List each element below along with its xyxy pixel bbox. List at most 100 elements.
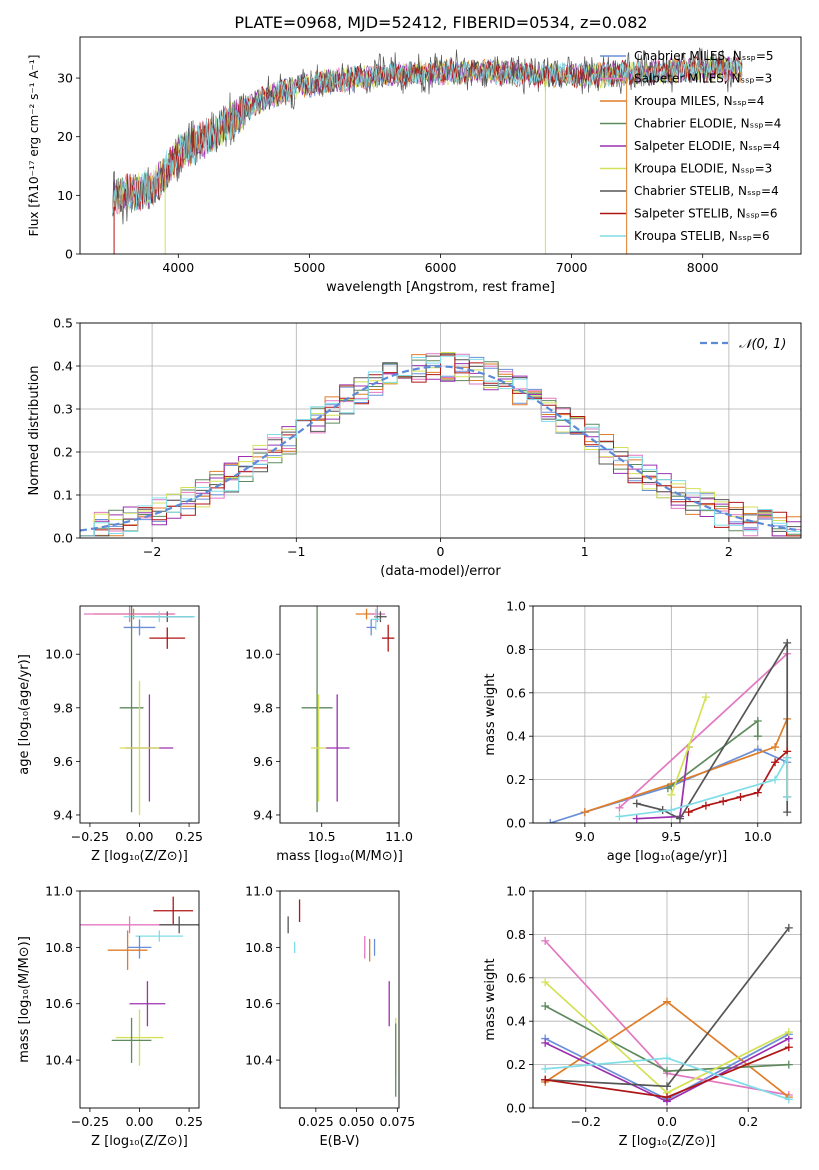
age_vs_Z-plot xyxy=(83,606,196,815)
residuals-legend-label: 𝒩(0, 1) xyxy=(739,337,786,352)
massweight_vs_Z-ylabel: mass weight xyxy=(483,958,498,1040)
residuals-ytick-label-3: 0.3 xyxy=(53,402,73,417)
massweight_vs_age-xlabel: age [log₁₀(age/yr)] xyxy=(607,849,728,864)
age_vs_mass-ytick-label-1: 9.6 xyxy=(253,754,273,769)
mass_vs_Z-xtick-label-1: 0.00 xyxy=(126,1114,154,1129)
mass_vs_EBV-ytick-label-3: 11.0 xyxy=(245,884,273,899)
residuals-normal-curve xyxy=(80,365,801,532)
age_vs_mass-ytick-label-0: 9.4 xyxy=(253,807,273,822)
massweight_vs_Z-marker-6-2 xyxy=(784,923,793,932)
mass_vs_Z-ytick-label-3: 11.0 xyxy=(45,884,73,899)
spectrum-ytick-label-3: 30 xyxy=(57,71,73,86)
massweight_vs_Z-marker-5-2 xyxy=(784,1028,793,1037)
massweight_vs_age-plot xyxy=(546,638,792,823)
massweight_vs_age-marker-5-2 xyxy=(701,693,710,702)
mass_vs_Z-xlabel: Z [log₁₀(Z/Z⊙)] xyxy=(91,1134,188,1149)
spectrum-axes: Chabrier MILES, Nₛₛₚ=5 Salpeter MILES, Nₛ… xyxy=(27,36,802,295)
residuals-xlabel: (data-model)/error xyxy=(380,564,501,579)
massweight_vs_Z-xtick-label-1: 0.0 xyxy=(657,1114,677,1129)
massweight_vs_Z-marker-6-1 xyxy=(663,1082,671,1091)
massweight_vs_age-marker-8-3 xyxy=(783,753,792,762)
massweight_vs_age-marker-8-1 xyxy=(667,805,676,814)
mass_vs_Z-ytick-label-2: 10.8 xyxy=(45,940,73,955)
spectrum-ylabel: Flux [fλ10⁻¹⁷ erg cm⁻² s⁻¹ A⁻¹] xyxy=(27,55,41,237)
mass_vs_EBV-plot xyxy=(287,899,397,1097)
massweight_vs_Z-marker-8-1 xyxy=(663,1054,671,1063)
massweight_vs_Z-marker-7-1 xyxy=(663,1093,671,1102)
massweight_vs_Z-marker-1-0 xyxy=(541,936,550,945)
age_vs_Z-ylabel: age [log₁₀(age/yr)] xyxy=(17,654,32,775)
massweight_vs_age-marker-2-2 xyxy=(771,743,780,752)
massweight_vs_Z-xlabel: Z [log₁₀(Z/Z⊙)] xyxy=(619,1134,716,1149)
age_vs_mass-xtick-label-1: 11.0 xyxy=(385,829,413,844)
massweight_vs_age-marker-6-3 xyxy=(783,638,792,647)
spectrum-series-8 xyxy=(112,56,743,213)
figure-title: PLATE=0968, MJD=52412, FIBERID=0534, z=0… xyxy=(234,13,647,32)
mass_vs_EBV-ytick-label-2: 10.8 xyxy=(245,940,273,955)
mass_vs_Z-xtick-label-2: 0.25 xyxy=(175,1114,203,1129)
massweight_vs_age-marker-7-1 xyxy=(701,801,710,810)
massweight_vs_age-marker-0-3 xyxy=(753,745,762,754)
spectrum-legend-label-6: Chabrier STELIB, Nₛₛₚ=4 xyxy=(634,184,779,198)
massweight_vs_age-marker-5-0 xyxy=(667,790,676,799)
spectrum-legend-label-4: Salpeter ELODIE, Nₛₛₚ=4 xyxy=(634,139,780,153)
massweight_vs_age-marker-3-1 xyxy=(753,717,762,726)
age_vs_mass-axes: 10.5 11.0 9.4 9.6 9.8 10.0 mass [log₁₀(M/M⊙)] xyxy=(245,605,413,864)
residuals-xtick-label-2: 0 xyxy=(437,544,445,559)
massweight_vs_age-line-8 xyxy=(619,754,789,818)
residuals-ylabel: Normed distribution xyxy=(27,366,42,496)
residuals-hist-8 xyxy=(80,355,801,537)
massweight_vs_age-line-6 xyxy=(636,639,789,820)
mass_vs_Z-plot xyxy=(80,896,199,1066)
massweight_vs_Z-ytick-label-1: 0.2 xyxy=(506,1057,526,1072)
massweight_vs_Z-ytick-label-5: 1.0 xyxy=(506,884,526,899)
residuals-hist-7 xyxy=(80,354,801,537)
massweight_vs_Z-xtick-label-0: −0.2 xyxy=(571,1114,601,1129)
massweight_vs_Z-marker-7-0 xyxy=(541,1075,550,1084)
residuals-ytick-label-0: 0.0 xyxy=(53,531,73,546)
massweight_vs_age-xtick-label-0: 9.0 xyxy=(575,829,595,844)
age_vs_mass-xlabel: mass [log₁₀(M/M⊙)] xyxy=(276,849,403,864)
massweight_vs_age-ylabel: mass weight xyxy=(483,673,498,755)
massweight_vs_Z-marker-7-2 xyxy=(784,1043,793,1052)
massweight_vs_Z-marker-5-0 xyxy=(541,978,550,987)
massweight_vs_age-marker-5-1 xyxy=(684,743,693,752)
age_vs_mass-frame xyxy=(279,605,400,824)
massweight_vs_age-ytick-label-2: 0.4 xyxy=(506,729,526,744)
massweight_vs_age-marker-6-2 xyxy=(675,814,684,823)
spectrum-plot xyxy=(112,47,743,254)
massweight_vs_age-ytick-label-4: 0.8 xyxy=(506,642,526,657)
mass_vs_EBV-xtick-label-0: 0.025 xyxy=(298,1114,334,1129)
spectrum-xlabel: wavelength [Angstrom, rest frame] xyxy=(326,280,555,295)
spectrum-legend-label-2: Kroupa MILES, Nₛₛₚ=4 xyxy=(634,94,764,108)
mass_vs_EBV-ytick-label-0: 10.4 xyxy=(245,1053,273,1068)
massweight_vs_age-marker-6-0 xyxy=(632,799,641,808)
massweight_vs_age-marker-2-0 xyxy=(580,808,589,817)
age_vs_Z-ytick-label-0: 9.4 xyxy=(53,807,73,822)
mass_vs_EBV-xlabel: E(B-V) xyxy=(319,1134,359,1149)
massweight_vs_age-ytick-label-1: 0.2 xyxy=(506,772,526,787)
age_vs_Z-axes: −0.25 0.00 0.25 9.4 9.6 9.8 10.0 Z [log₁₀(Z/Z⊙)… xyxy=(17,605,203,864)
spectrum-legend-label-7: Salpeter STELIB, Nₛₛₚ=6 xyxy=(634,207,778,221)
spectrum-legend-label-1: Salpeter MILES, Nₛₛₚ=3 xyxy=(634,72,772,86)
age_vs_mass-plot xyxy=(301,606,395,813)
massweight_vs_age-marker-6-5 xyxy=(783,808,792,817)
massweight_vs_age-marker-7-4 xyxy=(753,788,762,797)
massweight_vs_age-ytick-label-0: 0.0 xyxy=(506,816,526,831)
massweight_vs_Z-axes: −0.2 0.0 0.2 0.0 0.2 0.4 0.6 0.8 1.0 Z [log₁₀(Z/Z… xyxy=(483,884,802,1149)
spectrum-legend-label-3: Chabrier ELODIE, Nₛₛₚ=4 xyxy=(634,117,781,131)
age_vs_Z-ytick-label-1: 9.6 xyxy=(53,754,73,769)
massweight_vs_Z-marker-3-2 xyxy=(784,1060,793,1069)
spectrum-legend-label-5: Kroupa ELODIE, Nₛₛₚ=3 xyxy=(634,162,772,176)
mass_vs_EBV-frame xyxy=(279,890,400,1109)
massweight_vs_age-ytick-label-3: 0.6 xyxy=(506,685,526,700)
massweight_vs_Z-marker-8-2 xyxy=(784,1095,793,1104)
residuals-xtick-label-1: −1 xyxy=(287,544,305,559)
massweight_vs_age-marker-3-2 xyxy=(753,732,762,741)
massweight_vs_Z-ytick-label-0: 0.0 xyxy=(506,1101,526,1116)
mass_vs_EBV-ytick-label-1: 10.6 xyxy=(245,996,273,1011)
massweight_vs_Z-marker-2-1 xyxy=(663,997,671,1006)
mass_vs_Z-xtick-label-0: −0.25 xyxy=(71,1114,109,1129)
residuals-ytick-label-5: 0.5 xyxy=(53,316,73,331)
